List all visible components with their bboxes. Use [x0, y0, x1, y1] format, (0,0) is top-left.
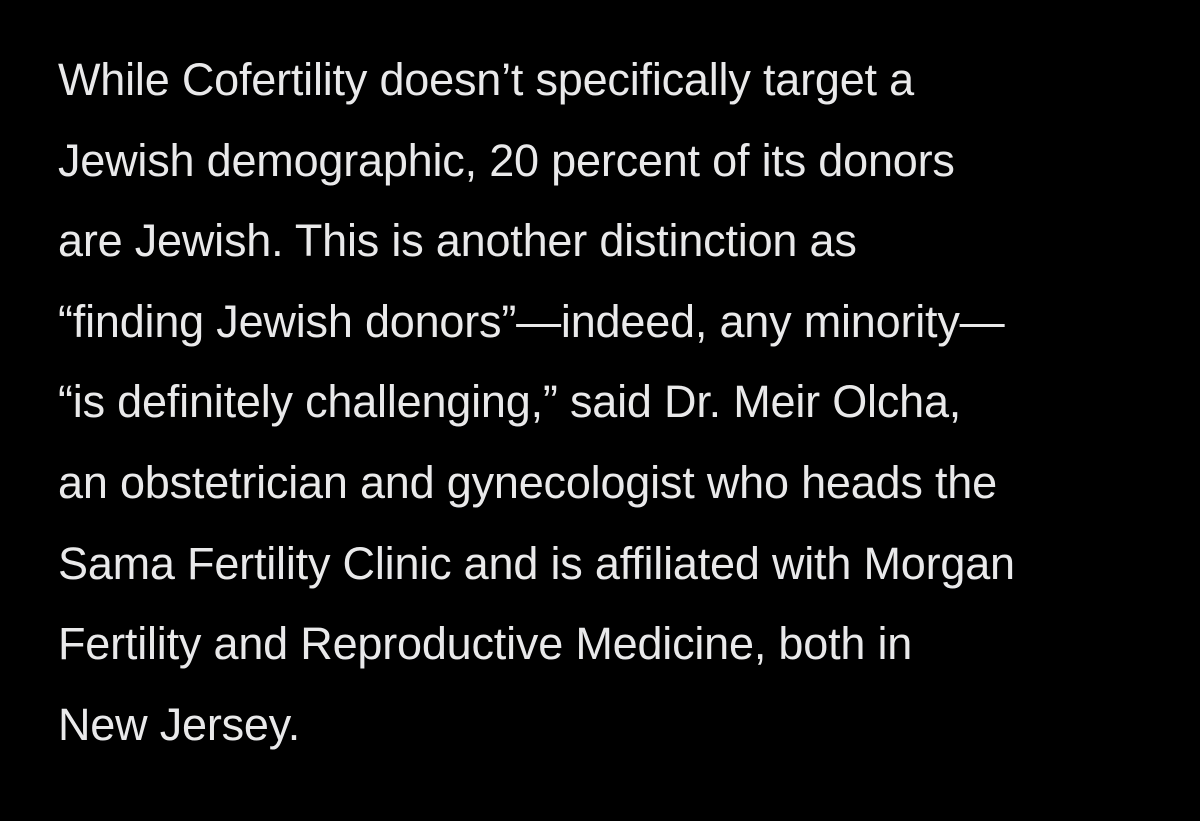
- paragraph-line: are Jewish. This is another distinction …: [58, 215, 857, 267]
- paragraph-line: an obstetrician and gynecologist who hea…: [58, 456, 997, 508]
- paragraph-line: Jewish demographic, 20 percent of its do…: [58, 134, 955, 186]
- paragraph-line: New Jersey.: [58, 698, 301, 750]
- paragraph-line: “is definitely challenging,” said Dr. Me…: [58, 376, 962, 428]
- paragraph-line: While Cofertility doesn’t specifically t…: [58, 54, 914, 105]
- paragraph-line: “finding Jewish donors”—indeed, any mino…: [58, 295, 1005, 347]
- paragraph-line: Fertility and Reproductive Medicine, bot…: [58, 618, 913, 670]
- article-body: While Cofertility doesn’t specifically t…: [58, 40, 1168, 765]
- paragraph: While Cofertility doesn’t specifically t…: [58, 40, 1168, 765]
- paragraph-line: Sama Fertility Clinic and is affiliated …: [58, 537, 1015, 589]
